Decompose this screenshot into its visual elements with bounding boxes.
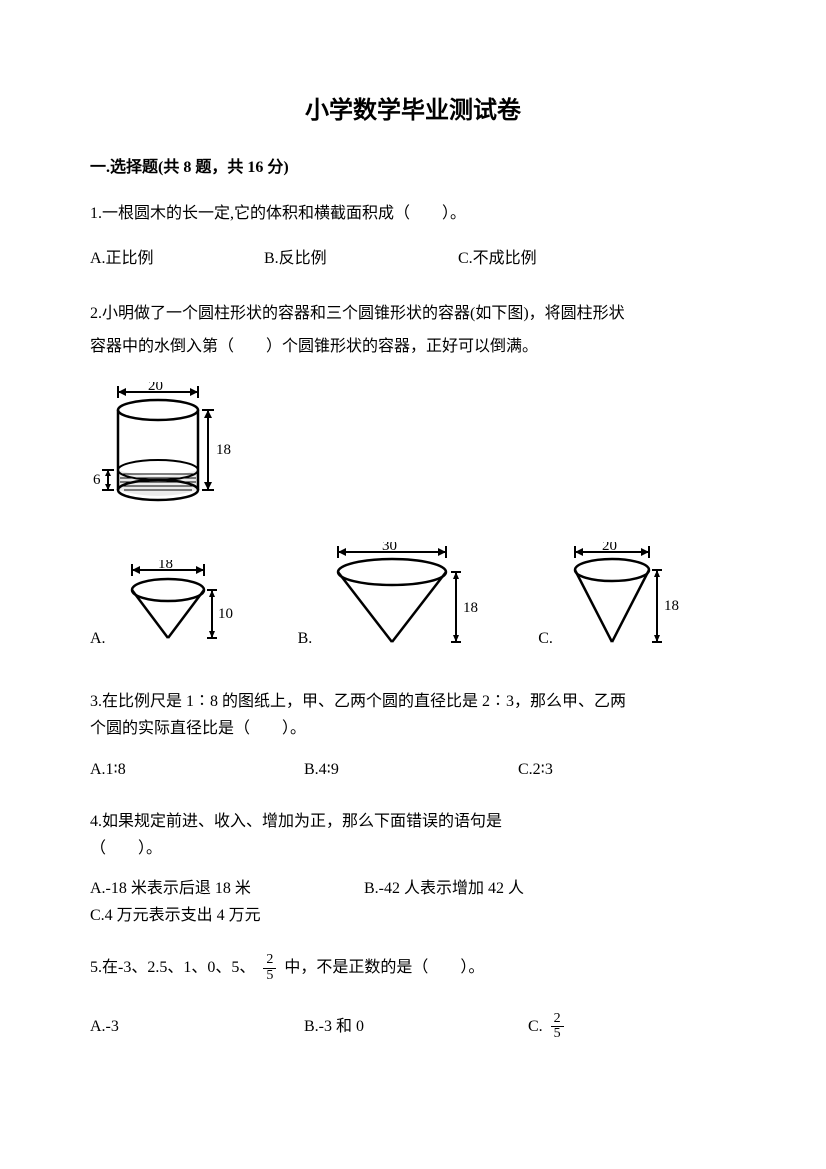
q4-opt-c: C.4 万元表示支出 4 万元 [90,902,261,929]
q4-options: A.-18 米表示后退 18 米 B.-42 人表示增加 42 人 C.4 万元… [90,875,736,929]
q3-line1: 3.在比例尺是 1∶8 的图纸上，甲、乙两个圆的直径比是 2∶3，那么甲、乙两 [90,688,736,715]
cone-b-d: 30 [382,542,397,554]
cyl-h-label: 18 [216,442,231,458]
section-heading: 一.选择题(共 8 题，共 16 分) [90,153,736,177]
cyl-d-label: 20 [148,382,163,394]
q5-opt-a: A.-3 [90,1011,300,1043]
q1-opt-b: B.反比例 [264,243,454,275]
q5-options: A.-3 B.-3 和 0 C. 2 5 [90,1011,736,1043]
q1-opt-a: A.正比例 [90,243,260,275]
q2-line1: 2.小明做了一个圆柱形状的容器和三个圆锥形状的容器(如下图)，将圆柱形状 [90,297,736,331]
q5-c-frac-num: 2 [551,1012,564,1028]
q5-fraction: 2 5 [263,953,276,983]
cone-c-cell: C. 20 18 [538,542,689,652]
cone-a-label: A. [90,630,112,652]
cone-options-row: A. 18 10 B. [90,542,736,652]
cone-b-cell: B. 30 18 [298,542,489,652]
q3-opt-a: A.1∶8 [90,754,300,786]
q5-suffix: 中，不是正数的是（ ）。 [284,959,484,976]
cone-a-d: 18 [158,560,173,572]
cone-a-h: 10 [218,606,233,622]
cone-b-label: B. [298,630,319,652]
q2-line2: 容器中的水倒入第（ ）个圆锥形状的容器，正好可以倒满。 [90,330,736,364]
exam-page: 小学数学毕业测试卷 一.选择题(共 8 题，共 16 分) 1.一根圆木的长一定… [0,0,826,1169]
q1-text: 1.一根圆木的长一定,它的体积和横截面积成（ ）。 [90,197,736,231]
cone-b-h: 18 [463,600,478,616]
q4-line2: （ ）。 [90,835,736,862]
q3-opt-b: B.4∶9 [304,754,514,786]
q1-options: A.正比例 B.反比例 C.不成比例 [90,243,736,275]
cone-c-d: 20 [602,542,617,554]
cyl-w-label: 6 [93,472,101,488]
q5-opt-c-fraction: 2 5 [551,1012,564,1042]
q3-line2: 个圆的实际直径比是（ ）。 [90,715,736,742]
cylinder-diagram: 20 18 6 [90,382,736,512]
q5-text: 5.在-3、2.5、1、0、5、 2 5 中，不是正数的是（ ）。 [90,951,736,985]
q1-opt-c: C.不成比例 [458,243,537,275]
cone-a-cell: A. 18 10 [90,560,242,652]
q4-opt-a: A.-18 米表示后退 18 米 [90,875,360,902]
q5-frac-num: 2 [263,953,276,969]
q4-opt-b: B.-42 人表示增加 42 人 [364,875,634,902]
q5-opt-b: B.-3 和 0 [304,1011,524,1043]
q4-line1: 4.如果规定前进、收入、增加为正，那么下面错误的语句是 [90,808,736,835]
q3-options: A.1∶8 B.4∶9 C.2∶3 [90,754,736,786]
cone-c-label: C. [538,630,559,652]
q3-opt-c: C.2∶3 [518,754,553,786]
q5-opt-c: C. 2 5 [528,1011,568,1043]
page-title: 小学数学毕业测试卷 [90,90,736,125]
q5-prefix: 5.在-3、2.5、1、0、5、 [90,959,255,976]
q5-frac-den: 5 [263,969,276,984]
cone-c-h: 18 [664,598,679,614]
q5-opt-c-label: C. [528,1018,543,1035]
q5-c-frac-den: 5 [551,1027,564,1042]
